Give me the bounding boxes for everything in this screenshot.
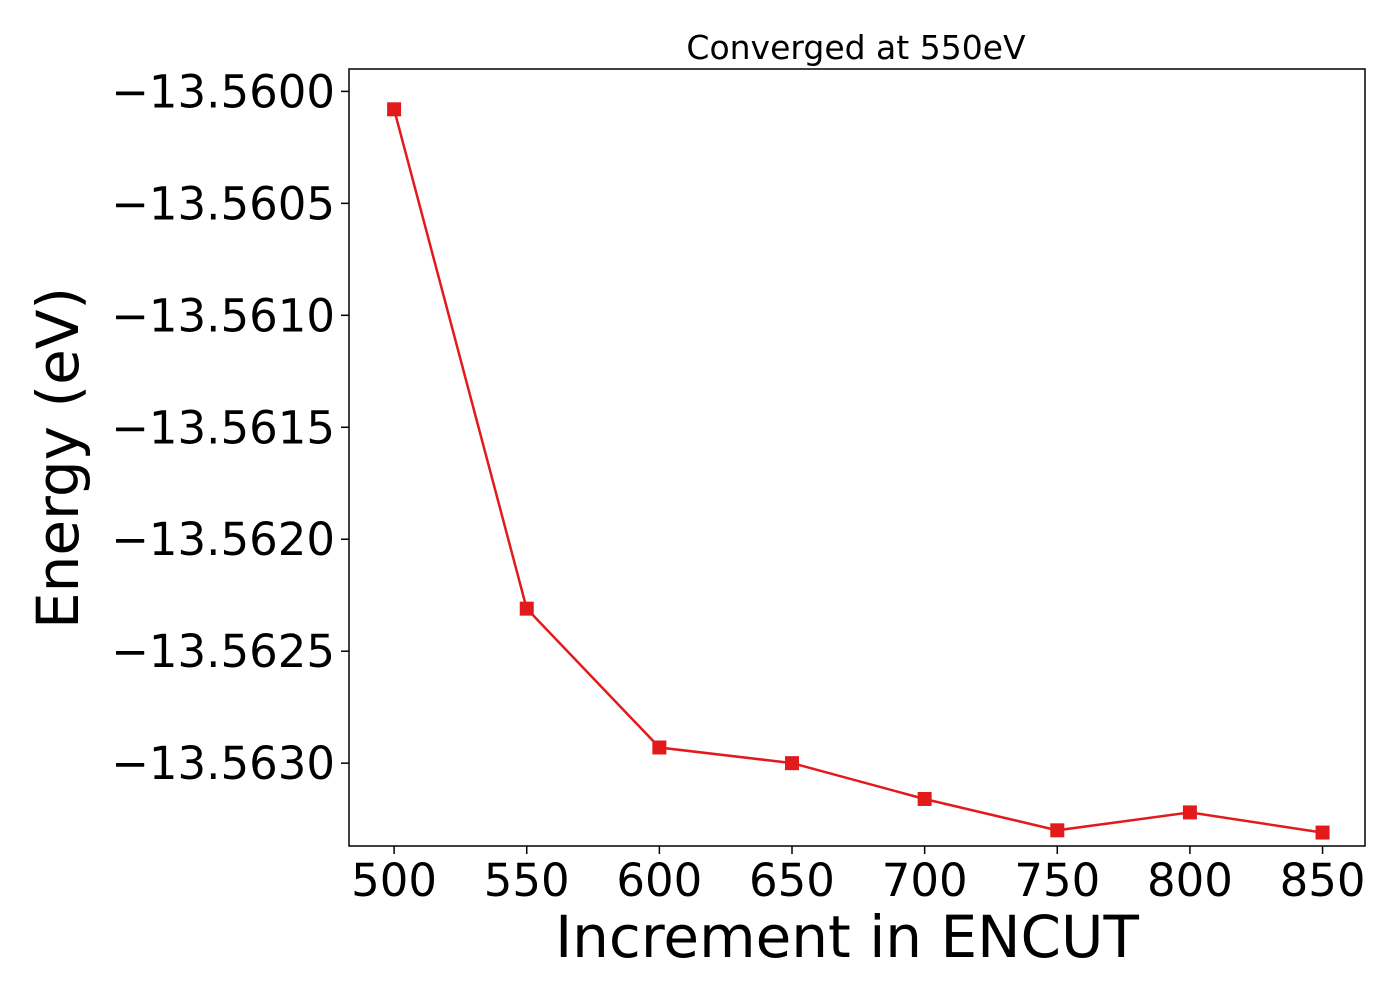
x-tick-label: 800: [1147, 854, 1233, 907]
data-point-marker: [387, 102, 402, 117]
data-point-marker: [519, 601, 534, 616]
series-line: [392, 108, 1323, 834]
data-point-marker: [1315, 825, 1330, 840]
x-tick-label: 750: [1014, 854, 1100, 907]
data-series: [387, 102, 1330, 840]
x-axis-label: Increment in ENCUT: [555, 903, 1139, 971]
y-tick-label: −13.5610: [111, 289, 335, 342]
y-tick-label: −13.5630: [111, 737, 335, 790]
data-point-marker: [917, 791, 932, 806]
x-tick-label: 850: [1280, 854, 1366, 907]
y-axis-label: Energy (eV): [24, 287, 92, 629]
x-axis: 500 550 600 650 700 750 800 850: [351, 846, 1366, 907]
y-tick-label: −13.5625: [111, 625, 335, 678]
y-tick-label: −13.5600: [111, 65, 335, 118]
y-tick-label: −13.5620: [111, 513, 335, 566]
data-point-marker: [1050, 823, 1065, 838]
chart-title: Converged at 550eV: [686, 28, 1026, 67]
plot-area-frame: [348, 68, 1366, 847]
x-tick-label: 500: [351, 854, 437, 907]
x-tick-label: 600: [616, 854, 702, 907]
data-point-marker: [1182, 805, 1197, 820]
x-tick-label: 700: [882, 854, 968, 907]
data-point-marker: [785, 756, 800, 771]
x-tick-label: 650: [749, 854, 835, 907]
data-point-marker: [652, 740, 667, 755]
y-tick-label: −13.5605: [111, 177, 335, 230]
x-tick-label: 550: [484, 854, 570, 907]
y-tick-label: −13.5615: [111, 401, 335, 454]
y-axis: −13.5600 −13.5605 −13.5610 −13.5615 −13.5620…: [111, 65, 349, 790]
